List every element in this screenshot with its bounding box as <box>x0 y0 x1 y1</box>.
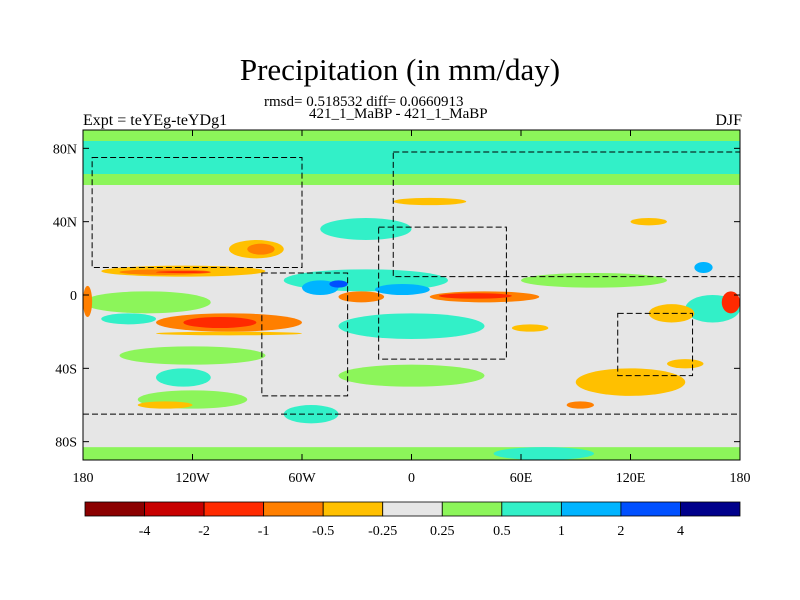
anomaly-region-36 <box>630 218 667 226</box>
anomaly-region-4 <box>493 447 594 460</box>
colorbar-label-4: -0.25 <box>368 524 397 539</box>
colorbar-bin-1 <box>144 501 205 517</box>
colorbar: -4 -2 -1 -0.5 -0.25 0.25 0.5 1 2 4 <box>84 501 741 539</box>
anomaly-region-28 <box>156 331 302 336</box>
anomaly-region-33 <box>648 304 695 323</box>
land-outline-eurasia <box>392 151 740 278</box>
colorbar-bin-8 <box>560 501 622 517</box>
page-title: Precipitation (in mm/day) <box>239 52 561 87</box>
land-outline-north-america <box>91 157 303 268</box>
y-tick-label-1: 40N <box>53 216 77 231</box>
colorbar-label-5: 0.25 <box>430 524 455 539</box>
colorbar-bin-7 <box>501 501 562 517</box>
axis-layer: 180 120W 60W 0 60E 120E 180 80N 40N 0 40S 80S <box>53 130 751 486</box>
colorbar-label-0: -4 <box>139 524 151 539</box>
colorbar-bin-10 <box>680 501 741 517</box>
anomaly-region-41 <box>137 401 193 409</box>
anomaly-region-35 <box>667 359 704 369</box>
anomaly-region-37 <box>393 197 467 206</box>
colorbar-bin-9 <box>620 501 681 517</box>
colorbar-label-9: 4 <box>677 524 684 539</box>
y-tick-label-3: 40S <box>55 362 77 377</box>
anomaly-region-25 <box>247 243 275 255</box>
colorbar-label-2: -1 <box>258 524 270 539</box>
anomaly-region-7 <box>521 273 667 288</box>
land-outline-africa <box>378 226 507 360</box>
anomaly-region-38 <box>338 291 385 303</box>
colorbar-bin-2 <box>203 501 265 517</box>
land-outline-south-america <box>261 272 349 397</box>
x-tick-label-0: 180 <box>73 471 94 486</box>
anomaly-region-30 <box>438 293 512 299</box>
anomaly-region-23 <box>156 271 211 274</box>
anomaly-region-32 <box>721 291 740 314</box>
stats-label: rmsd= 0.518532 diff= 0.0660913 <box>264 94 464 110</box>
x-tick-label-4: 60E <box>510 471 533 486</box>
colorbar-label-7: 1 <box>558 524 565 539</box>
land-outline-australia <box>617 312 694 377</box>
anomaly-region-16 <box>156 368 211 387</box>
colorbar-bin-6 <box>441 501 503 517</box>
y-tick-label-2: 0 <box>70 289 77 304</box>
x-tick-label-1: 120W <box>175 471 210 486</box>
y-tick-label-0: 80N <box>53 142 77 157</box>
colorbar-bin-5 <box>382 501 443 517</box>
anomaly-region-8 <box>338 364 485 387</box>
anomaly-region-18 <box>375 284 430 295</box>
anomaly-region-15 <box>101 313 156 325</box>
colorbar-bin-4 <box>322 501 384 517</box>
colorbar-label-1: -2 <box>198 524 210 539</box>
anomaly-region-34 <box>575 368 686 396</box>
season-label: DJF <box>715 112 742 129</box>
anomaly-region-6 <box>119 346 266 365</box>
colorbar-label-3: -0.5 <box>312 524 334 539</box>
anomaly-region-20 <box>329 280 348 288</box>
anomaly-region-11 <box>338 313 485 339</box>
land-outline-layer <box>83 151 740 460</box>
anomaly-region-1 <box>83 174 740 185</box>
x-tick-label-6: 180 <box>730 471 751 486</box>
anomaly-region-40 <box>566 401 594 409</box>
y-tick-label-4: 80S <box>55 436 77 451</box>
colorbar-bin-3 <box>263 501 324 517</box>
anomaly-region-39 <box>511 324 549 332</box>
subtitle: 421_1_MaBP - 421_1_MaBP <box>309 106 488 122</box>
colorbar-label-8: 2 <box>617 524 624 539</box>
anomaly-region-5 <box>83 291 211 314</box>
experiment-label: Expt = teYEg-teYDg1 <box>83 112 228 129</box>
anomaly-region-12 <box>320 218 412 240</box>
x-tick-label-3: 0 <box>408 471 415 486</box>
anomaly-region-19 <box>694 262 713 273</box>
colorbar-bin-0 <box>84 501 145 517</box>
map-field-layer <box>83 130 740 460</box>
x-tick-label-2: 60W <box>288 471 316 486</box>
colorbar-label-6: 0.5 <box>493 524 511 539</box>
anomaly-region-31 <box>83 285 93 317</box>
anomaly-region-27 <box>183 317 257 328</box>
x-tick-label-5: 120E <box>616 471 646 486</box>
